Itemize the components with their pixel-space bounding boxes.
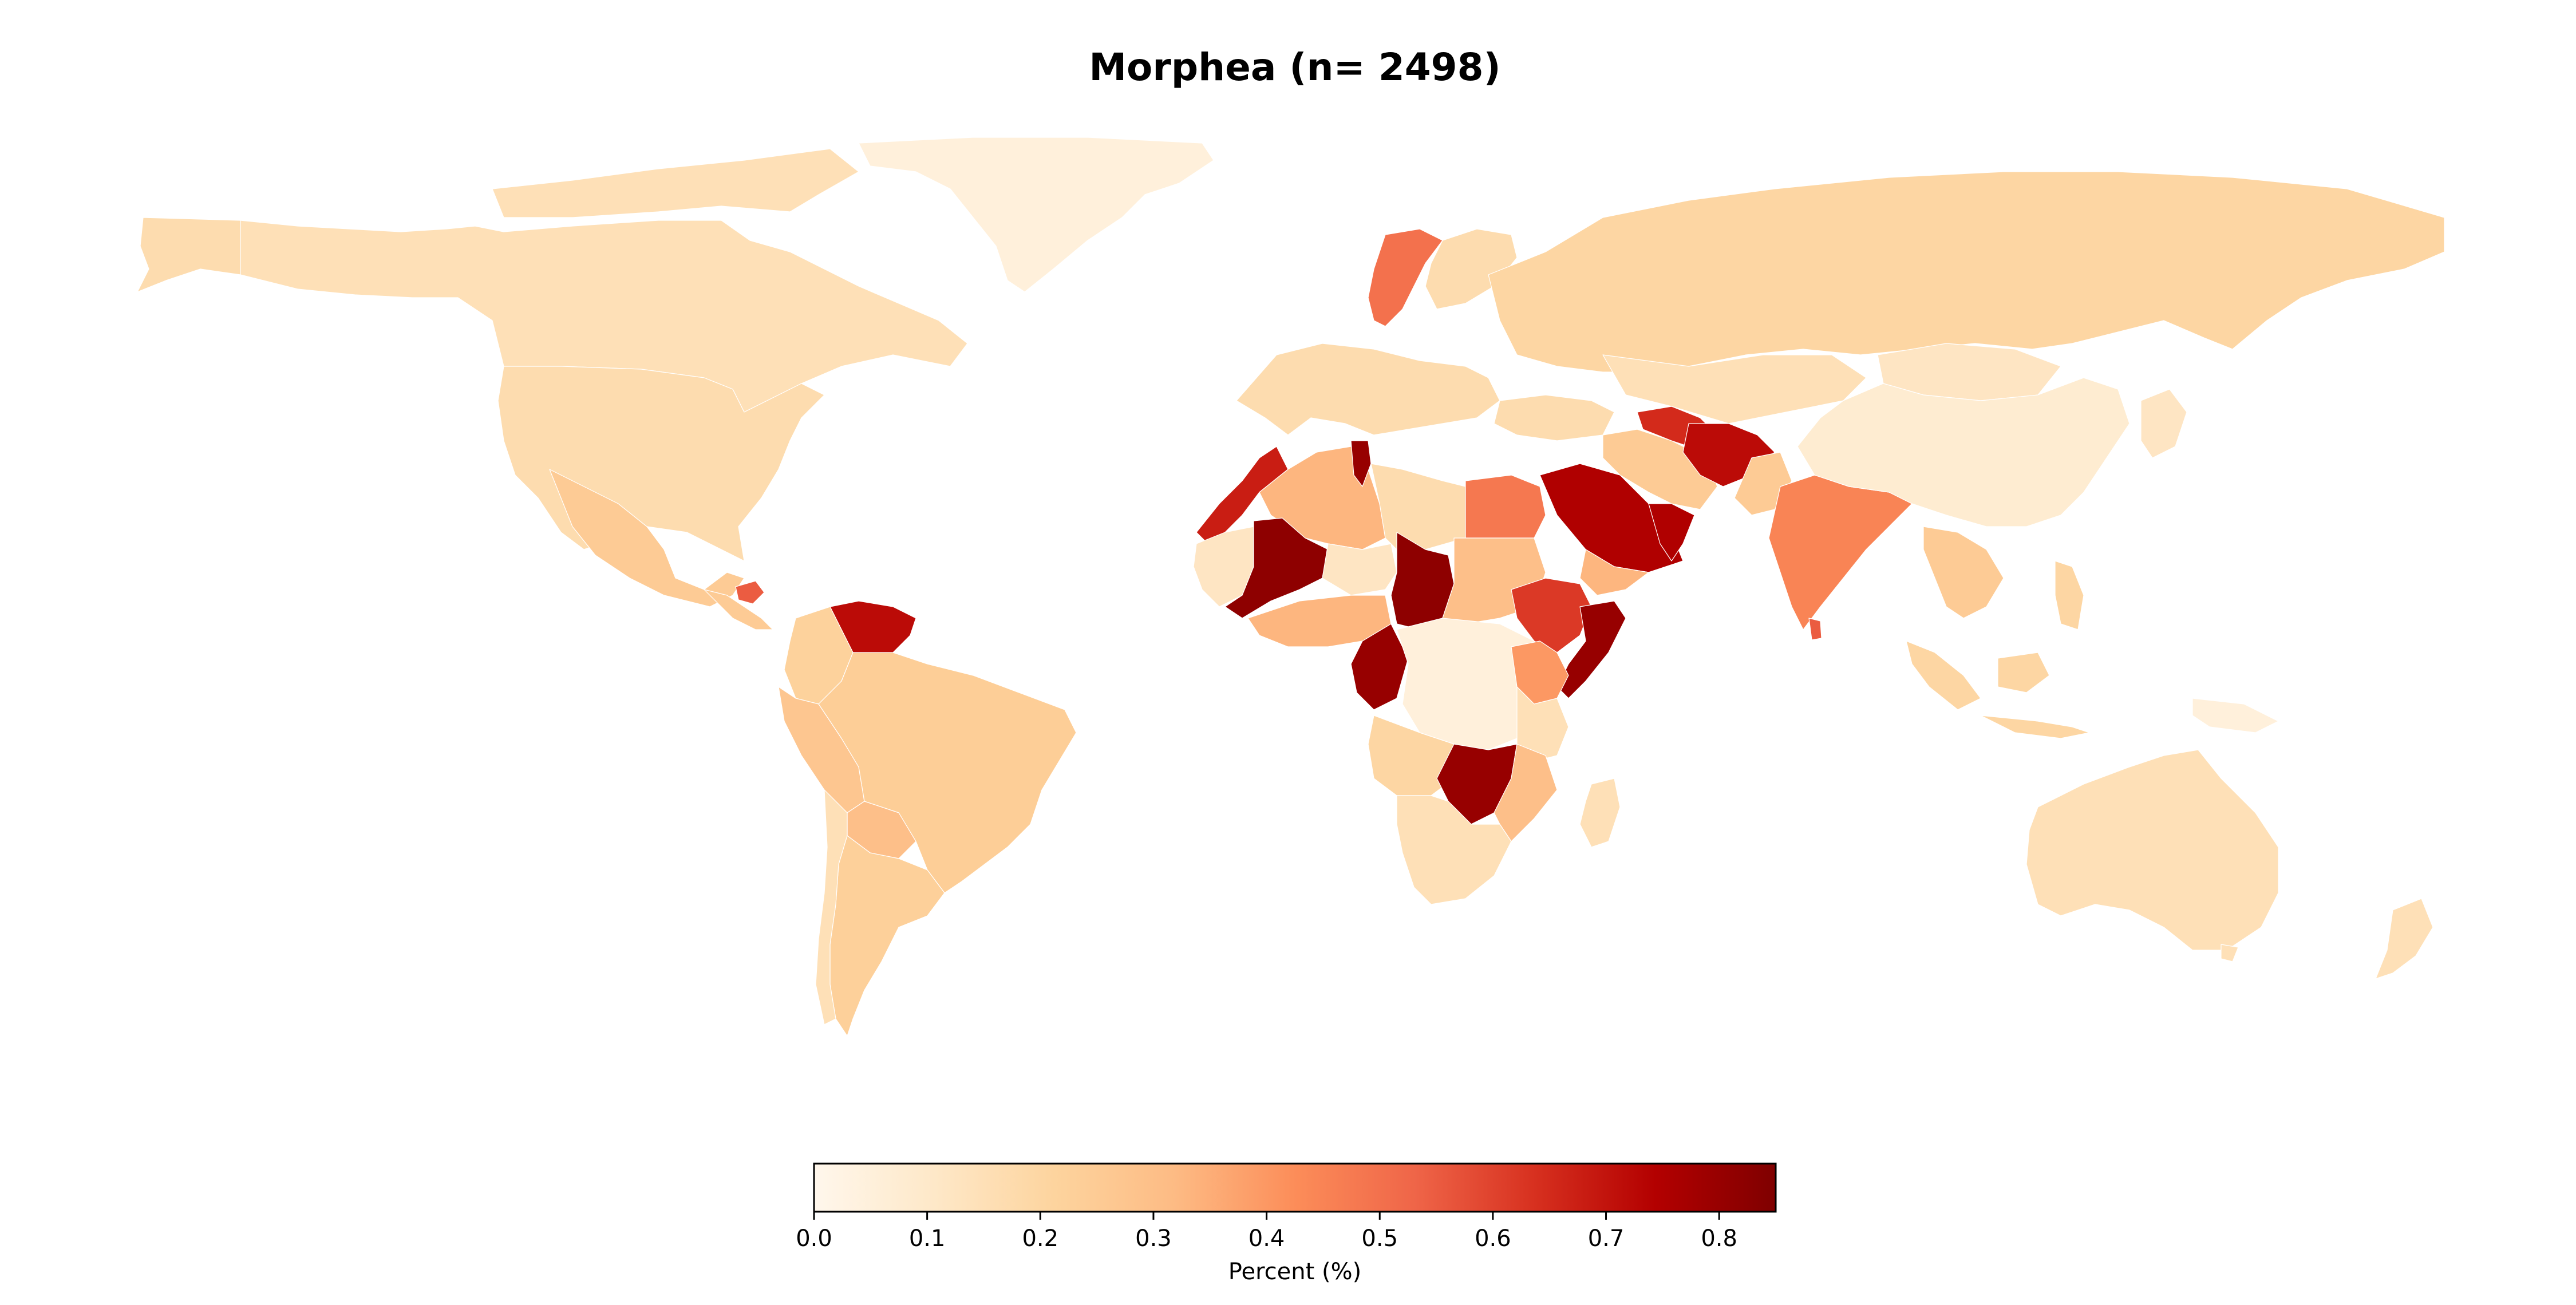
colorbar-tick-label: 0.1 (909, 1225, 946, 1252)
region-india (1768, 474, 1913, 630)
region-papua-new-guinea (2192, 698, 2279, 733)
region-niger (1322, 543, 1397, 596)
region-chile (815, 789, 848, 1025)
region-mali (1224, 517, 1329, 619)
region-mexico (549, 469, 745, 607)
region-indonesia-central (1997, 652, 2050, 693)
region-brazil (818, 652, 1077, 893)
colorbar-tick-label: 0.3 (1135, 1225, 1172, 1252)
region-korea-japan (2140, 389, 2187, 458)
region-saudi-arabia (1539, 463, 1684, 573)
region-china (1797, 377, 2130, 527)
region-ethiopia (1511, 578, 1592, 653)
colorbar: 0.0 0.1 0.2 0.3 0.4 0.5 0.6 0.7 0.8 Percent (%) (796, 1162, 1777, 1285)
map-title: Morphea (n= 2498) (1089, 45, 1500, 89)
region-turkey-levant (1494, 394, 1615, 441)
region-southeast-asia (1923, 526, 2004, 619)
region-philippines (2055, 560, 2084, 630)
colorbar-gradient (813, 1162, 1777, 1213)
region-greenland (858, 137, 1214, 292)
region-yemen (1579, 549, 1649, 596)
region-europe (1236, 343, 1500, 436)
region-canada (143, 217, 968, 413)
region-sweden (1368, 228, 1443, 327)
colorbar-tick-label: 0.0 (796, 1225, 832, 1252)
region-australia (2026, 749, 2279, 951)
colorbar-tick-label: 0.6 (1475, 1225, 1511, 1252)
region-tunisia (1350, 440, 1372, 487)
colorbar-label: Percent (%) (1228, 1259, 1361, 1285)
region-tanzania (1516, 686, 1569, 762)
colorbar-tick-label: 0.4 (1249, 1225, 1285, 1252)
region-south-africa (1396, 795, 1512, 905)
countries-layer (137, 137, 2445, 1037)
colorbar-tick-label: 0.2 (1022, 1225, 1058, 1252)
region-sri-lanka (1808, 618, 1822, 640)
region-cameroon (1350, 623, 1409, 710)
region-russia (1488, 171, 2445, 373)
region-indonesia-east (1980, 715, 2090, 739)
colorbar-ticks: 0.0 0.1 0.2 0.3 0.4 0.5 0.6 0.7 0.8 (796, 1212, 1737, 1252)
colorbar-tick-label: 0.5 (1361, 1225, 1398, 1252)
colorbar-tick-label: 0.8 (1701, 1225, 1737, 1252)
region-norway-finland (1425, 228, 1518, 310)
region-alaska (137, 217, 241, 292)
region-canada-arctic (492, 148, 859, 218)
region-tasmania (2221, 944, 2239, 962)
region-indonesia-west (1906, 640, 1981, 710)
region-libya (1370, 463, 1466, 550)
colorbar-tick-label: 0.7 (1588, 1225, 1625, 1252)
region-new-zealand (2375, 898, 2433, 979)
region-central-america (704, 589, 773, 630)
region-madagascar (1579, 778, 1621, 848)
region-somalia (1556, 600, 1626, 699)
region-egypt (1465, 474, 1546, 539)
region-honduras (735, 580, 765, 604)
